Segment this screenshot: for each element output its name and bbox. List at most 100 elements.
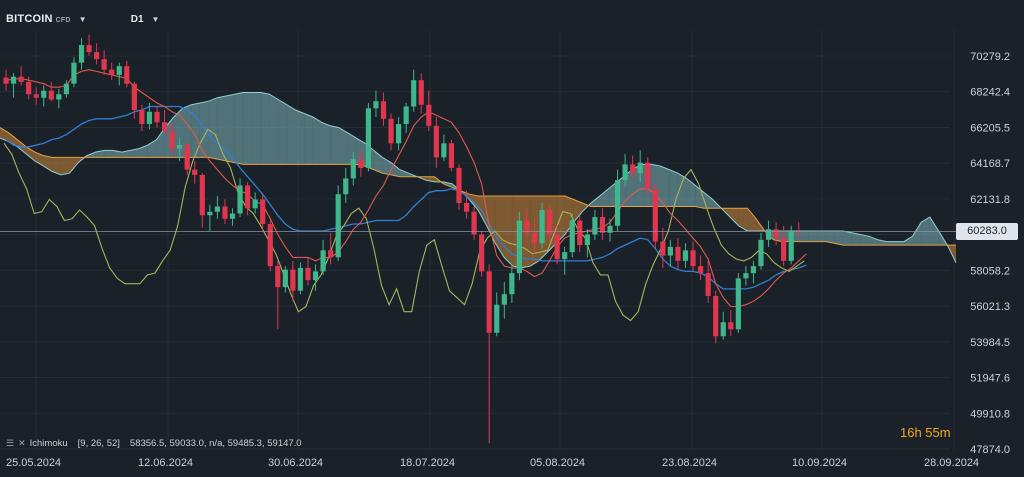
- candle-body: [229, 213, 236, 219]
- y-tick-label: 66205.5: [970, 122, 1010, 134]
- candle-body: [547, 209, 553, 235]
- candle-body: [116, 66, 122, 75]
- kumo-segment: [869, 236, 878, 246]
- close-icon[interactable]: ✕: [18, 438, 26, 448]
- candle-body: [184, 145, 190, 170]
- timeframe-label: D1: [130, 13, 144, 25]
- kumo-segment: [243, 92, 253, 165]
- candle-body: [161, 122, 168, 132]
- kumo-segment: [130, 148, 140, 158]
- kumo-segment: [52, 157, 61, 175]
- candle-body: [328, 250, 334, 258]
- chevron-down-icon[interactable]: ▼: [151, 14, 160, 24]
- candle-timer: 16h 55m: [900, 425, 951, 440]
- candle-body: [388, 118, 394, 144]
- candle-body: [222, 206, 228, 219]
- kumo-segment: [104, 150, 113, 158]
- settings-icon[interactable]: ☰: [6, 438, 15, 448]
- kumo-segment: [330, 125, 339, 165]
- symbol-type: CFD: [55, 17, 71, 24]
- candle-body: [675, 246, 681, 261]
- candle-body: [577, 220, 583, 246]
- kumo-segment: [321, 122, 331, 165]
- kumo-segment: [26, 146, 35, 161]
- candle-body: [177, 145, 183, 149]
- kumo-segment: [903, 236, 913, 246]
- symbol-selector[interactable]: BITCOIN CFD ▼: [6, 13, 87, 25]
- candle-body: [781, 238, 787, 261]
- senkou-b-line: [0, 127, 956, 246]
- chevron-down-icon[interactable]: ▼: [78, 15, 87, 24]
- candle-body: [418, 80, 424, 105]
- current-price-label: 60283.0: [956, 222, 1018, 240]
- candle-body: [690, 250, 696, 267]
- candle-body: [199, 174, 205, 216]
- x-tick-label: 28.09.2024: [924, 457, 979, 469]
- candle-body: [101, 59, 107, 70]
- candle-body: [63, 83, 69, 95]
- y-tick-label: 49910.8: [970, 408, 1010, 420]
- kumo-segment: [851, 232, 861, 246]
- candle-body: [290, 269, 296, 291]
- candle-body: [599, 217, 606, 233]
- candle-body: [486, 271, 492, 333]
- symbol-name: BITCOIN: [6, 13, 53, 25]
- y-tick-label: 51947.6: [970, 373, 1010, 385]
- kumo-segment: [304, 113, 313, 165]
- kumo-segment: [191, 102, 200, 158]
- candle-body: [169, 131, 175, 149]
- kumo-segment: [677, 173, 687, 207]
- kumo-segment: [860, 234, 870, 246]
- candle-body: [743, 273, 749, 279]
- kumo-segment: [608, 181, 618, 207]
- candle-body: [214, 206, 220, 212]
- candle-body: [373, 101, 379, 109]
- candle-body: [441, 143, 447, 158]
- candle-body: [426, 104, 432, 126]
- y-tick-label: 47874.0: [970, 444, 1010, 456]
- candle-body: [433, 125, 439, 158]
- x-tick-label: 05.08.2024: [530, 457, 585, 469]
- kumo-segment: [660, 166, 670, 207]
- kumo-segment: [738, 208, 748, 232]
- candle-body: [765, 229, 772, 240]
- candle-body: [26, 81, 32, 95]
- candle-body: [237, 185, 243, 214]
- kumo-segment: [730, 208, 739, 226]
- kumo-segment: [252, 92, 261, 165]
- y-tick-label: 68242.4: [970, 87, 1010, 99]
- candle-body: [124, 66, 130, 84]
- candle-body: [622, 164, 628, 181]
- kumo-segment: [799, 231, 809, 242]
- candle-body: [312, 271, 319, 281]
- candle-body: [297, 267, 304, 291]
- candle-body: [252, 199, 258, 209]
- kumo-segment: [886, 241, 896, 246]
- kumo-segment: [843, 231, 852, 246]
- y-tick-label: 58058.2: [970, 265, 1010, 277]
- kumo-segment: [425, 176, 435, 182]
- timeframe-selector[interactable]: D1 ▼: [131, 14, 160, 25]
- kumo-segment: [834, 231, 844, 246]
- candle-body: [720, 322, 726, 337]
- candle-body: [448, 143, 455, 168]
- candle-body: [71, 62, 77, 84]
- candle-body: [539, 209, 545, 244]
- candle-body: [645, 162, 651, 189]
- kumo-segment: [634, 164, 644, 207]
- kumo-segment: [912, 222, 922, 246]
- candle-body: [343, 178, 349, 195]
- candle-body: [584, 234, 590, 246]
- candle-body: [18, 76, 24, 82]
- candle-body: [630, 164, 636, 174]
- y-tick-label: 56021.3: [970, 301, 1010, 313]
- candle-body: [554, 234, 560, 260]
- tenkan-line: [5, 69, 807, 308]
- candle-body: [494, 304, 500, 333]
- y-tick-label: 70279.2: [970, 51, 1010, 63]
- candle-body: [380, 101, 387, 119]
- kumo-segment: [295, 110, 305, 165]
- candle-body: [245, 185, 251, 209]
